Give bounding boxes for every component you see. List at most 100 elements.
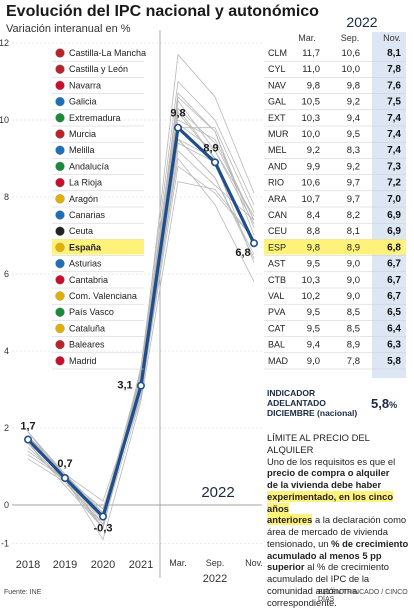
value-mar: 10,5 bbox=[302, 97, 321, 108]
region-code: AST bbox=[268, 259, 286, 269]
region-code: PVA bbox=[268, 307, 285, 317]
region-code: GAL bbox=[268, 97, 286, 107]
value-nov: 6,7 bbox=[387, 259, 401, 270]
x-tick-label: 2020 bbox=[91, 559, 115, 571]
indicator-label-line3: DICIEMBRE (nacional) bbox=[267, 407, 358, 418]
value-mar: 9,5 bbox=[307, 259, 320, 270]
region-code: CTB bbox=[268, 275, 286, 285]
value-nov: 6,4 bbox=[387, 323, 401, 334]
national-point bbox=[174, 123, 183, 132]
region-name: Andalucía bbox=[69, 161, 109, 171]
table-header: Mar. bbox=[298, 33, 316, 43]
x-group-label: 2022 bbox=[201, 484, 234, 501]
rent-note-bold: precio de compra o alquiler bbox=[267, 467, 390, 479]
region-name: Baleares bbox=[69, 340, 105, 350]
regional-line-ara bbox=[27, 92, 255, 514]
region-name: Castilla-La Mancha bbox=[69, 48, 146, 58]
region-name: Ceuta bbox=[69, 226, 93, 236]
region-code: CYL bbox=[268, 64, 286, 74]
navarra-flag-icon bbox=[55, 80, 65, 91]
indicator-value-unit: % bbox=[389, 400, 398, 410]
value-mar: 11,7 bbox=[302, 48, 320, 59]
region-code: MUR bbox=[268, 129, 289, 139]
value-nov: 7,2 bbox=[387, 178, 401, 189]
value-sep: 8,3 bbox=[347, 145, 360, 156]
region-name: Madrid bbox=[69, 356, 97, 366]
region-name: Extremadura bbox=[69, 113, 121, 123]
national-point bbox=[250, 239, 259, 248]
region-code: CAT bbox=[268, 323, 286, 333]
value-sep: 9,0 bbox=[347, 291, 360, 302]
rent-note-line: Uno de los requisitos es que el bbox=[267, 455, 396, 467]
x-tick-label: Mar. bbox=[169, 558, 187, 568]
region-code: MEL bbox=[268, 145, 287, 155]
value-mar: 8,4 bbox=[307, 210, 320, 221]
table-header: Nov. bbox=[383, 33, 401, 43]
region-name: España bbox=[69, 242, 102, 252]
rent-note-bold: de la vivienda debe haber bbox=[267, 479, 382, 490]
value-nov: 6,9 bbox=[387, 226, 401, 237]
national-value-label: 8,9 bbox=[203, 142, 218, 154]
national-point bbox=[23, 435, 32, 444]
melilla-flag-icon bbox=[55, 145, 65, 155]
aragon-flag-icon bbox=[55, 194, 65, 204]
extremadura-flag-icon bbox=[55, 113, 65, 123]
region-code: RIO bbox=[268, 178, 284, 188]
value-sep: 8,9 bbox=[347, 242, 360, 253]
value-mar: 10,6 bbox=[302, 178, 321, 189]
value-sep: 8,1 bbox=[347, 226, 360, 237]
value-nov: 7,8 bbox=[387, 64, 401, 75]
region-name: Melilla bbox=[69, 145, 95, 155]
rent-note-heading: LÍMITE AL PRECIO DEL ALQUILER bbox=[267, 432, 370, 455]
national-value-label: 6,8 bbox=[235, 247, 250, 259]
regional-line-clm bbox=[27, 53, 255, 526]
region-code: BAL bbox=[268, 340, 285, 350]
region-name: País Vasco bbox=[69, 307, 114, 317]
table-year-heading: 2022 bbox=[346, 14, 378, 30]
x-tick-label: 2019 bbox=[53, 559, 77, 571]
value-mar: 9,9 bbox=[307, 161, 320, 172]
value-mar: 8,8 bbox=[307, 226, 320, 237]
clm-flag-icon bbox=[55, 48, 65, 58]
y-tick-label: 4 bbox=[4, 346, 9, 356]
value-nov: 7,6 bbox=[387, 80, 401, 91]
value-sep: 8,2 bbox=[347, 210, 360, 221]
value-mar: 9,8 bbox=[307, 80, 320, 91]
indicator-value-number: 5,8 bbox=[371, 396, 390, 411]
rent-note-highlight: experimentado, en los cinco años bbox=[267, 490, 394, 514]
value-sep: 9,0 bbox=[347, 259, 360, 270]
region-name: Asturias bbox=[69, 259, 102, 269]
asturias-flag-icon bbox=[55, 258, 65, 269]
cataluna-flag-icon bbox=[55, 323, 65, 334]
region-code: MAD bbox=[268, 356, 289, 366]
value-mar: 9,4 bbox=[307, 340, 320, 351]
rent-note-text: a la declaración como área de mercado de… bbox=[267, 514, 407, 549]
y-tick-label: 0 bbox=[4, 500, 9, 510]
paisvasco-flag-icon bbox=[55, 307, 65, 317]
value-sep: 9,2 bbox=[347, 97, 360, 108]
value-nov: 7,4 bbox=[387, 129, 401, 140]
value-mar: 10,7 bbox=[302, 194, 321, 205]
rent-note: LÍMITE AL PRECIO DEL ALQUILER Uno de los… bbox=[267, 432, 412, 608]
value-mar: 10,3 bbox=[302, 275, 321, 286]
value-nov: 7,4 bbox=[387, 145, 401, 156]
value-sep: 9,7 bbox=[347, 194, 360, 205]
region-code: NAV bbox=[268, 80, 286, 90]
y-tick-label: 2 bbox=[4, 423, 9, 433]
region-name: Aragón bbox=[69, 194, 98, 204]
y-tick-label: 6 bbox=[4, 269, 9, 279]
value-sep: 10,0 bbox=[342, 64, 361, 75]
national-point bbox=[60, 474, 69, 483]
region-code: ESP bbox=[268, 242, 286, 252]
page-title: Evolución del IPC nacional y autonómico bbox=[6, 3, 319, 20]
footer-source: Fuente: INE bbox=[4, 589, 42, 596]
indicator-label-line2: ADELANTADO bbox=[267, 397, 326, 408]
indicator-label-line1: INDICADOR bbox=[267, 388, 316, 398]
valencia-flag-icon bbox=[55, 291, 65, 301]
value-sep: 9,4 bbox=[347, 113, 360, 124]
value-nov: 6,5 bbox=[387, 307, 401, 318]
region-name: Canarias bbox=[69, 210, 106, 220]
value-sep: 10,6 bbox=[342, 48, 361, 59]
value-sep: 9,7 bbox=[347, 178, 360, 189]
table-header: Sep. bbox=[341, 33, 360, 43]
